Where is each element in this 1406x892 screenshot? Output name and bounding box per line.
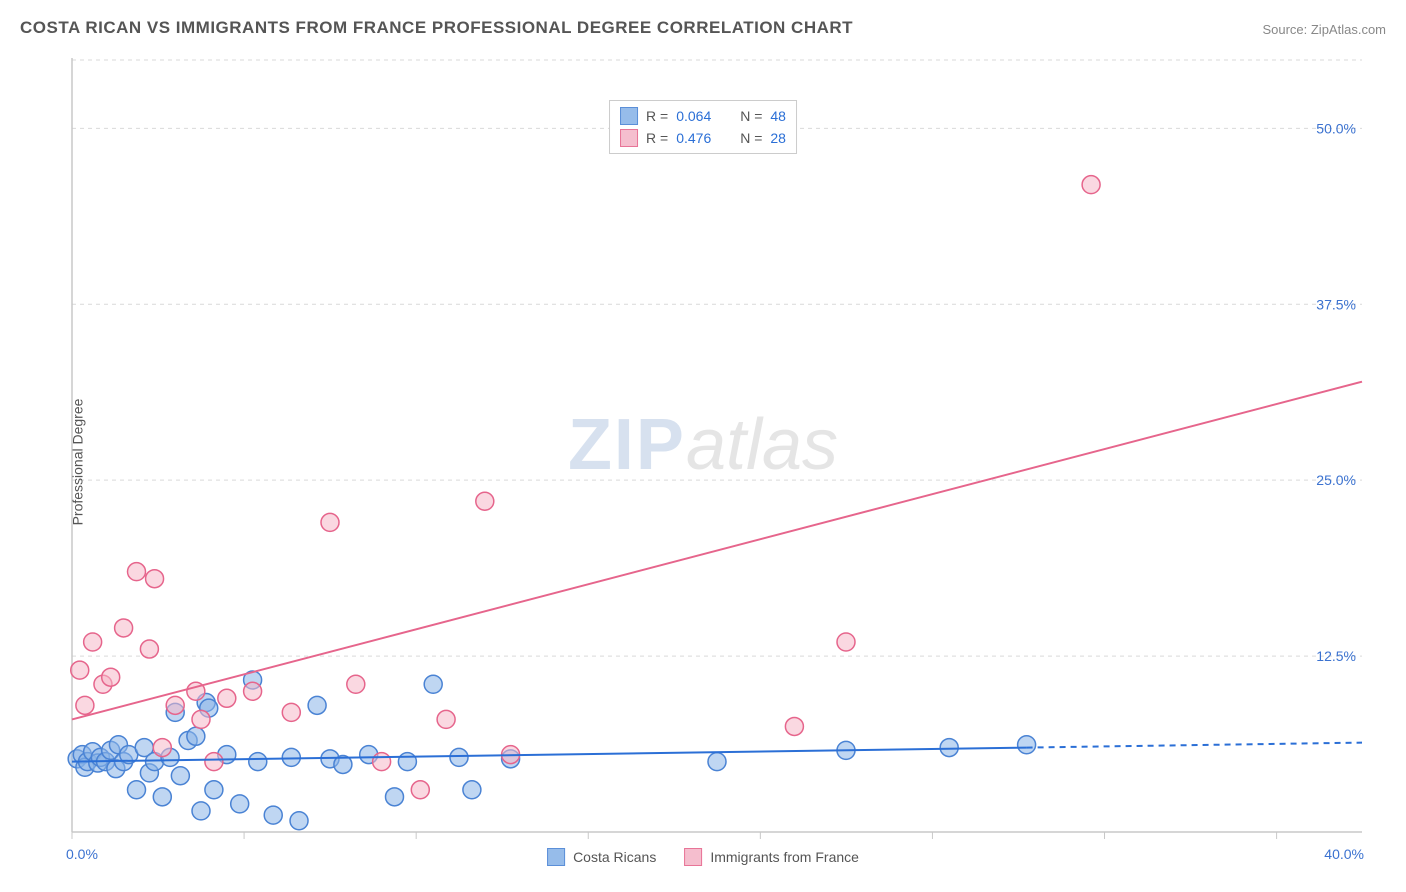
n-value-b: 28: [770, 130, 786, 146]
legend-row-series-a: R = 0.064 N = 48: [620, 105, 786, 127]
legend-item-b: Immigrants from France: [684, 848, 859, 866]
legend-swatch-a: [620, 107, 638, 125]
source-attribution: Source: ZipAtlas.com: [1262, 22, 1386, 37]
r-label: R =: [646, 108, 668, 124]
legend-swatch-a-bottom: [547, 848, 565, 866]
chart-container: Professional Degree ZIPatlas 12.5%25.0%3…: [20, 48, 1386, 876]
r-value-a: 0.064: [676, 108, 724, 124]
correlation-legend: R = 0.064 N = 48 R = 0.476 N = 28: [609, 100, 797, 154]
series-legend: Costa Ricans Immigrants from France: [547, 848, 859, 866]
svg-text:12.5%: 12.5%: [1316, 648, 1356, 664]
legend-label-b: Immigrants from France: [710, 849, 859, 865]
n-value-a: 48: [770, 108, 786, 124]
x-tick-min: 0.0%: [66, 846, 98, 862]
legend-swatch-b-bottom: [684, 848, 702, 866]
svg-text:37.5%: 37.5%: [1316, 296, 1356, 312]
legend-label-a: Costa Ricans: [573, 849, 656, 865]
scatter-chart: 12.5% 25.0% 37.5% 50.0%: [20, 48, 1386, 876]
legend-item-a: Costa Ricans: [547, 848, 656, 866]
legend-row-series-b: R = 0.476 N = 28: [620, 127, 786, 149]
r-label: R =: [646, 130, 668, 146]
n-label: N =: [740, 108, 762, 124]
x-tick-max: 40.0%: [1324, 846, 1364, 862]
y-axis-label: Professional Degree: [69, 399, 85, 526]
r-value-b: 0.476: [676, 130, 724, 146]
svg-text:25.0%: 25.0%: [1316, 472, 1356, 488]
legend-swatch-b: [620, 129, 638, 147]
svg-text:50.0%: 50.0%: [1316, 120, 1356, 136]
n-label: N =: [740, 130, 762, 146]
chart-title: COSTA RICAN VS IMMIGRANTS FROM FRANCE PR…: [20, 18, 853, 38]
